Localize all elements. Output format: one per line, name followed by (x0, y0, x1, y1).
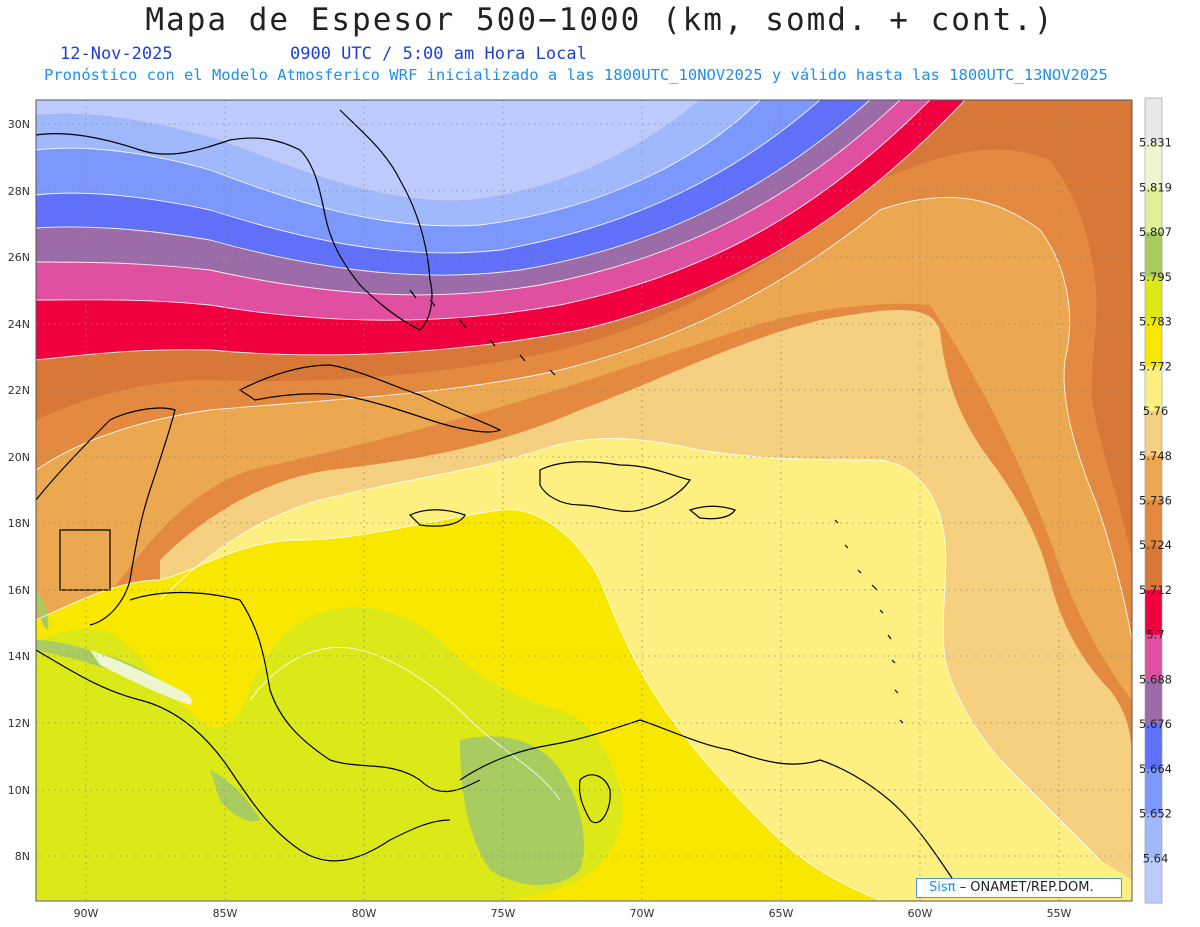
colorbar-frame (1144, 97, 1163, 904)
credit-text: – ONAMET/REP.DOM. (959, 880, 1094, 895)
lat-label: 8N (15, 850, 30, 863)
lat-label: 10N (8, 784, 30, 797)
lat-label: 16N (8, 584, 30, 597)
lon-label: 90W (74, 907, 99, 920)
colorbar-swatch (1145, 321, 1162, 367)
colorbar-label: 5.652 (1139, 807, 1172, 821)
colorbar-swatch (1145, 232, 1162, 278)
colorbar: 5.831 5.819 5.807 5.795 5.783 5.772 5.76 5.748 5… (1139, 97, 1172, 904)
forecast-date: 12-Nov-2025 (60, 44, 173, 64)
colorbar-label: 5.748 (1139, 449, 1172, 463)
colorbar-label: 5.64 (1143, 851, 1169, 865)
colorbar-swatch (1145, 187, 1162, 233)
lon-label: 80W (352, 907, 377, 920)
lon-label: 60W (908, 907, 933, 920)
colorbar-swatch (1145, 98, 1162, 144)
colorbar-swatch (1145, 500, 1162, 546)
colorbar-swatch (1145, 634, 1162, 680)
lon-axis: 90W 85W 80W 75W 70W 65W 60W 55W (74, 907, 1072, 920)
colorbar-label: 5.688 (1139, 672, 1172, 686)
thickness-contours (36, 100, 1132, 901)
colorbar-label: 5.712 (1139, 583, 1172, 597)
lon-label: 65W (769, 907, 794, 920)
colorbar-label: 5.795 (1139, 270, 1172, 284)
lat-axis: 30N 28N 26N 24N 22N 20N 18N 16N 14N 12N … (8, 118, 30, 863)
lon-label: 55W (1047, 907, 1072, 920)
forecast-note: Pronóstico con el Modelo Atmosferico WRF… (44, 66, 1108, 84)
lon-label: 85W (213, 907, 238, 920)
lat-label: 24N (8, 318, 30, 331)
thickness-fill-bands (36, 100, 1132, 900)
lat-label: 18N (8, 517, 30, 530)
colorbar-swatch (1145, 858, 1162, 904)
map-frame (35, 99, 1133, 902)
band-5640 (36, 100, 700, 201)
colorbar-label: 5.772 (1139, 359, 1172, 373)
band-5795 (460, 736, 584, 885)
colorbar-label: 5.7 (1146, 628, 1164, 642)
colorbar-swatch (1145, 276, 1162, 323)
colorbar-swatch (1145, 142, 1162, 188)
colorbar-swatch (1145, 366, 1162, 412)
colorbar-swatch (1145, 589, 1162, 636)
colorbar-label: 5.676 (1139, 717, 1172, 731)
colorbar-label: 5.783 (1139, 315, 1172, 329)
colorbar-label: 5.807 (1139, 225, 1172, 239)
colorbar-swatch (1145, 724, 1162, 770)
colorbar-swatch (1145, 455, 1162, 501)
colorbar-label: 5.724 (1139, 538, 1172, 552)
colorbar-label: 5.664 (1139, 762, 1172, 776)
lat-label: 28N (8, 185, 30, 198)
colorbar-swatch (1145, 768, 1162, 815)
colorbar-label: 5.819 (1139, 180, 1172, 194)
lat-label: 26N (8, 251, 30, 264)
lat-label: 14N (8, 650, 30, 663)
lon-label: 70W (630, 907, 655, 920)
map-title: Mapa de Espesor 500−1000 (km, somd. + co… (145, 2, 1055, 38)
colorbar-label: 5.736 (1139, 494, 1172, 508)
credit-box: Sisπ – ONAMET/REP.DOM. (916, 878, 1122, 898)
colorbar-swatch (1145, 813, 1162, 859)
lat-label: 20N (8, 451, 30, 464)
colorbar-swatch (1145, 411, 1162, 457)
colorbar-swatch (1145, 545, 1162, 591)
credit-brand: Sisπ (929, 880, 956, 895)
forecast-time: 0900 UTC / 5:00 am Hora Local (290, 44, 587, 64)
lat-label: 22N (8, 384, 30, 397)
lat-label: 30N (8, 118, 30, 131)
colorbar-label: 5.76 (1143, 404, 1169, 418)
lon-label: 75W (491, 907, 516, 920)
colorbar-label: 5.831 (1139, 136, 1172, 150)
graticule (36, 100, 1132, 901)
colorbar-swatch (1145, 679, 1162, 725)
lat-label: 12N (8, 717, 30, 730)
